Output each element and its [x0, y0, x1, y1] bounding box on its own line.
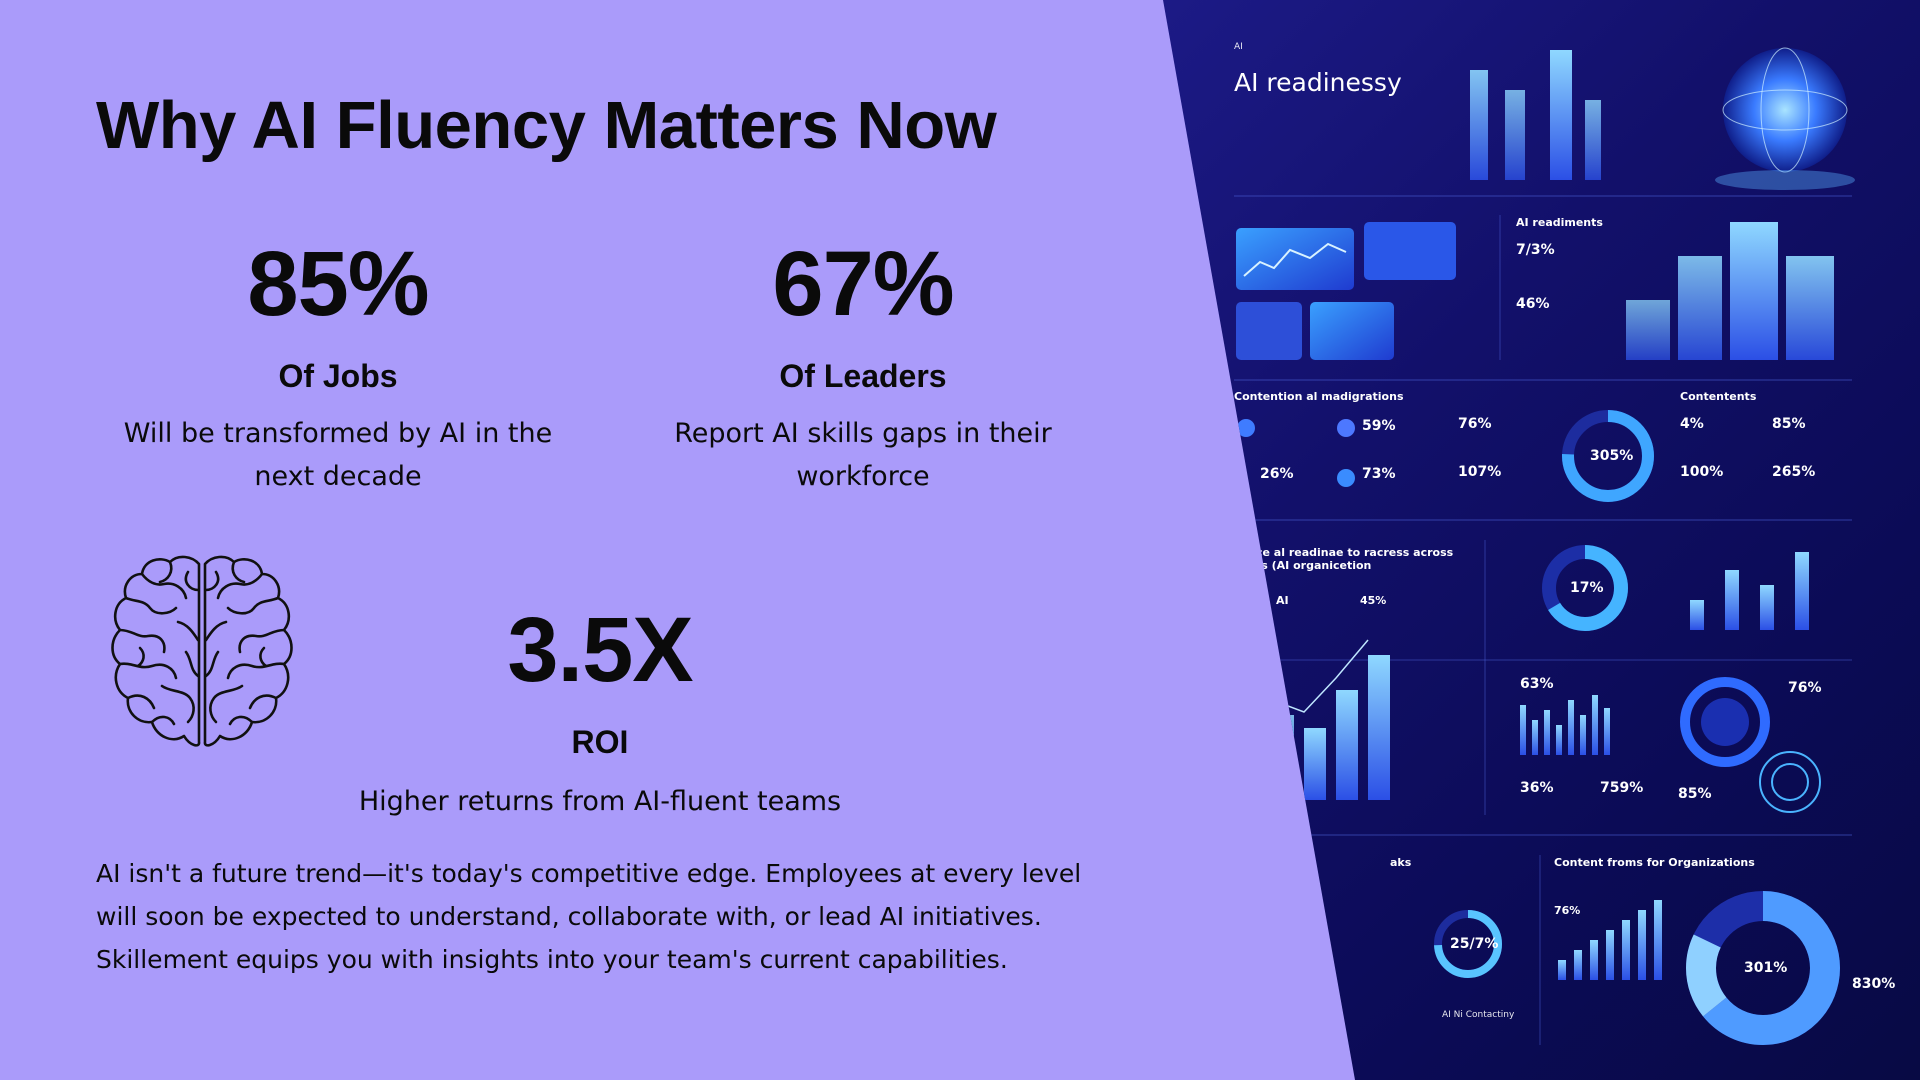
- infographic-contents-value: 265%: [1772, 464, 1816, 480]
- infographic-section-contents: Contentents: [1680, 390, 1757, 403]
- infographic-lower-value: 759%: [1600, 780, 1644, 796]
- slide-title: Why AI Fluency Matters Now: [96, 88, 997, 163]
- infographic-footer-label: AI Ni Contactiny: [1442, 1010, 1515, 1020]
- infographic-donut-d-label: 301%: [1744, 960, 1788, 976]
- stat-jobs-label: Of Jobs: [278, 358, 398, 394]
- stat-leaders-value: 67%: [772, 233, 954, 335]
- infographic-lower-value: 63%: [1520, 676, 1554, 692]
- infographic-section-bottom-right: Content froms for Organizations: [1554, 856, 1755, 869]
- brain-icon: [111, 555, 293, 747]
- infographic-lower-value: 36%: [1520, 780, 1554, 796]
- infographic-section-across: ce al readinae to racress across ts (AI …: [1256, 546, 1454, 572]
- stat-roi-value: 3.5X: [507, 599, 693, 701]
- infographic-contents-value: 100%: [1680, 464, 1724, 480]
- stat-leaders-description: Report AI skills gaps in their workforce: [674, 418, 1052, 492]
- infographic-lower-value: 85%: [1678, 786, 1712, 802]
- body-paragraph: AI isn't a future trend—it's today's com…: [96, 859, 1082, 974]
- stat-leaders-label: Of Leaders: [779, 358, 947, 394]
- infographic-section-contention: Contention al madigrations: [1234, 390, 1404, 403]
- infographic-donut-b-label: 17%: [1570, 580, 1604, 596]
- stat-roi-description: Higher returns from AI-fluent teams: [358, 786, 842, 817]
- infographic-tag: AI: [1234, 42, 1243, 52]
- infographic-readiness-value: 46%: [1516, 296, 1550, 312]
- infographic-bottom-value: 830%: [1852, 976, 1896, 992]
- infographic-readiness-value: 7/3%: [1516, 242, 1555, 258]
- infographic-label-45: 45%: [1360, 594, 1387, 607]
- stat-roi: 3.5X ROI Higher returns from AI-fluent t…: [350, 604, 850, 823]
- infographic-graphics: [1171, 47, 1855, 1045]
- infographic-section-readiness: AI readiments: [1516, 216, 1603, 229]
- infographic-section-bottom-left: aks: [1390, 856, 1412, 869]
- infographic-lower-value: 76%: [1788, 680, 1822, 696]
- ai-infographic-image: AI AI readinessy AI readiments 7/3% 46% …: [1163, 0, 1920, 1080]
- infographic-donut-c-label: 25/7%: [1450, 936, 1499, 952]
- stat-jobs: 85% Of Jobs Will be transformed by AI in…: [118, 238, 558, 498]
- infographic-donut-a-label: 305%: [1590, 448, 1634, 464]
- infographic-contents-value: 85%: [1772, 416, 1806, 432]
- infographic-contention-value: 59%: [1362, 418, 1396, 434]
- infographic-heading: AI readinessy: [1234, 68, 1402, 97]
- infographic-contents-value: 4%: [1680, 416, 1704, 432]
- stat-jobs-description: Will be transformed by AI in the next de…: [123, 418, 553, 492]
- stat-roi-label: ROI: [571, 724, 629, 760]
- stat-leaders: 67% Of Leaders Report AI skills gaps in …: [618, 238, 1108, 498]
- infographic-contention-value: 26%: [1260, 466, 1294, 482]
- infographic-bottom-value: 76%: [1554, 904, 1581, 917]
- infographic-contention-value: 76%: [1458, 416, 1492, 432]
- infographic-label-ai: AI: [1276, 594, 1289, 607]
- stat-jobs-value: 85%: [247, 233, 429, 335]
- infographic-contention-value: 107%: [1458, 464, 1502, 480]
- infographic-contention-value: 73%: [1362, 466, 1396, 482]
